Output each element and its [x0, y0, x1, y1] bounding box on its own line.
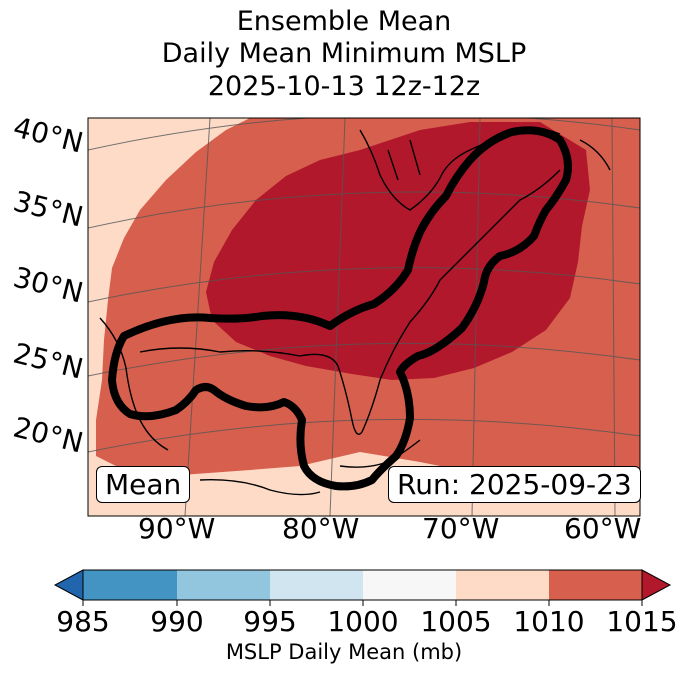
stat-label-box: Mean [96, 466, 191, 503]
title-line-2: Daily Mean Minimum MSLP [161, 38, 527, 69]
colorbar-tick-1015: 1015 [606, 605, 678, 638]
title-line-3: 2025-10-13 12z-12z [207, 71, 481, 102]
colorbar-tick-1000: 1000 [327, 605, 399, 638]
colorbar-tick-1005: 1005 [420, 605, 492, 638]
colorbar-over-arrow [641, 569, 672, 601]
low-pressure-contour [108, 126, 572, 491]
colorbar-tick-1010: 1010 [513, 605, 585, 638]
colorbar-bin-1010-1015 [549, 570, 642, 600]
lon-label-90w: 90°W [138, 512, 216, 545]
map-plot-area [88, 118, 640, 516]
colorbar-tick-995: 995 [243, 605, 297, 638]
title-line-1: Ensemble Mean [236, 6, 452, 37]
colorbar-bin-995-1000 [270, 570, 363, 600]
colorbar-bin-990-995 [177, 570, 270, 600]
lon-label-70w: 70°W [422, 512, 500, 545]
map-frame [87, 117, 641, 517]
run-date-box: Run: 2025-09-23 [388, 466, 641, 503]
colorbar-bin-1005-1010 [456, 570, 549, 600]
colorbar [53, 569, 672, 606]
colorbar-bin-1000-1005 [363, 570, 456, 600]
colorbar-tick-985: 985 [56, 605, 110, 638]
colorbar-under-arrow [53, 569, 84, 601]
colorbar-tick-990: 990 [150, 605, 204, 638]
lon-label-60w: 60°W [564, 512, 642, 545]
colorbar-bin-985-990 [83, 570, 177, 600]
colorbar-label: MSLP Daily Mean (mb) [225, 640, 463, 664]
coastlines [99, 127, 611, 496]
lon-label-80w: 80°W [282, 512, 360, 545]
